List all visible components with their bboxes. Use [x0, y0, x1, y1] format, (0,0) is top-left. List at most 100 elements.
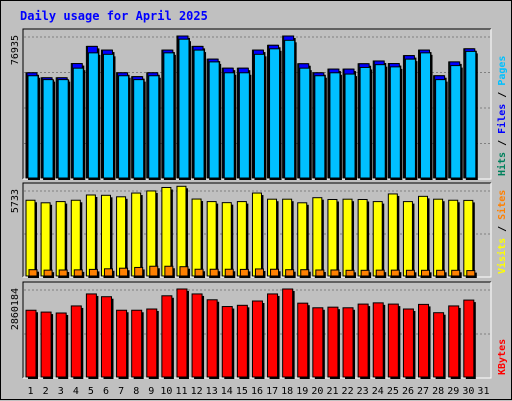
- legend: KBytes: [497, 339, 508, 375]
- bar-sites-face: [330, 269, 340, 277]
- bar-visits-face: [206, 201, 217, 277]
- bar-visits-face: [146, 190, 157, 277]
- legend-item: /: [497, 220, 508, 238]
- bar-visits-face: [312, 197, 323, 277]
- bar-sites: [58, 269, 70, 278]
- bar-visits: [251, 192, 264, 278]
- bar-pages: [329, 72, 342, 180]
- bar-visits-face: [25, 199, 36, 277]
- bar-kbytes-face: [206, 299, 218, 378]
- bar-visits-face: [387, 193, 398, 277]
- bar-visits-face: [267, 198, 278, 277]
- bar-kbytes-face: [116, 309, 128, 378]
- bar-visits-face: [463, 199, 474, 277]
- chart-title: Daily usage for April 2025: [20, 9, 208, 23]
- day-label: 28: [432, 386, 444, 397]
- bar-visits: [433, 198, 445, 278]
- bar-visits-face: [161, 186, 172, 277]
- bar-visits: [297, 202, 309, 278]
- panel-visits-sites: 5733 Visits / Sites: [10, 182, 508, 278]
- bar-visits: [282, 198, 294, 278]
- bar-sites: [194, 268, 206, 278]
- bar-pages-face: [163, 52, 175, 179]
- day-labels: 1 2 3 4 5 6 7 8 9 10 11 12 13 14 15 16 17 18 19 20 21 22 23 24 2…: [28, 386, 490, 397]
- bar-kbytes: [267, 293, 280, 379]
- bar-kbytes-face: [342, 307, 354, 378]
- bar-sites: [134, 266, 145, 278]
- day-label: 6: [103, 386, 109, 397]
- bar-kbytes-face: [267, 293, 279, 378]
- legend-item: Sites: [496, 190, 508, 220]
- bar-pages: [57, 79, 71, 180]
- bar-visits-face: [40, 202, 51, 277]
- bar-visits: [176, 185, 188, 278]
- bar-kbytes-face: [402, 308, 414, 378]
- bar-kbytes: [342, 307, 356, 379]
- bar-pages-face: [223, 72, 235, 179]
- bar-visits-face: [402, 201, 413, 277]
- bar-visits: [221, 202, 234, 278]
- bar-sites-face: [73, 269, 83, 277]
- bar-kbytes-face: [463, 299, 475, 378]
- bar-visits: [40, 202, 53, 278]
- bar-pages-face: [329, 72, 341, 179]
- bar-kbytes: [236, 304, 250, 379]
- day-label: 8: [133, 386, 139, 397]
- bar-kbytes-face: [221, 306, 233, 378]
- legend-item: Files: [496, 104, 508, 134]
- bar-sites-face: [58, 269, 68, 277]
- bar-visits: [327, 198, 339, 278]
- bar-sites-face: [164, 265, 174, 277]
- bar-pages-face: [27, 75, 39, 179]
- bar-sites: [300, 269, 311, 278]
- bar-kbytes: [146, 308, 159, 379]
- bar-sites: [421, 269, 432, 278]
- bar-kbytes-face: [161, 295, 173, 378]
- bar-pages-face: [344, 73, 356, 179]
- bar-pages-face: [178, 38, 190, 179]
- bar-visits: [25, 199, 37, 278]
- bar-sites: [179, 266, 190, 278]
- bar-sites: [209, 268, 221, 278]
- bar-kbytes-face: [55, 312, 67, 378]
- bar-kbytes-face: [100, 296, 112, 378]
- bar-sites-face: [149, 265, 159, 277]
- bar-visits: [100, 194, 113, 278]
- bar-pages: [102, 53, 116, 180]
- bar-pages: [389, 66, 403, 180]
- bar-kbytes-face: [251, 300, 263, 378]
- bar-visits-face: [357, 198, 368, 277]
- bar-pages: [269, 48, 282, 181]
- legend-item: KBytes: [497, 339, 508, 375]
- bar-pages-face: [102, 53, 114, 179]
- bar-pages: [238, 72, 252, 180]
- legend: Hits / Files / Pages: [496, 56, 508, 176]
- bar-pages: [193, 49, 207, 180]
- bar-pages: [72, 67, 86, 180]
- bar-visits: [70, 199, 83, 278]
- bar-kbytes: [402, 308, 416, 379]
- bar-sites-face: [224, 268, 234, 277]
- bar-sites-face: [360, 269, 370, 277]
- bar-pages: [42, 79, 56, 180]
- bar-kbytes-face: [236, 304, 248, 378]
- bar-visits-face: [176, 185, 187, 277]
- bar-pages: [163, 52, 176, 180]
- bar-sites-face: [466, 270, 476, 277]
- bar-sites-face: [43, 269, 53, 277]
- bar-pages-face: [133, 79, 145, 179]
- bar-kbytes: [131, 309, 144, 379]
- bar-visits: [418, 195, 430, 278]
- bar-visits: [116, 196, 128, 278]
- bar-pages-face: [253, 53, 265, 179]
- bar-visits-face: [55, 201, 66, 277]
- bar-sites: [239, 268, 251, 278]
- bar-sites-face: [436, 269, 446, 277]
- bar-visits: [463, 199, 475, 278]
- bar-visits: [131, 192, 143, 278]
- bar-sites-face: [28, 269, 38, 277]
- bar-pages-face: [87, 52, 99, 179]
- bar-visits: [191, 198, 204, 278]
- bar-pages-face: [238, 72, 250, 179]
